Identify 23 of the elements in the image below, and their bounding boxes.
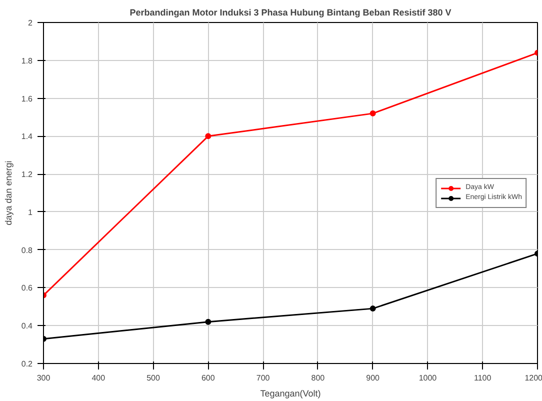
- y-tick-label: 0.2: [21, 360, 34, 368]
- y-tick-label: 0.6: [21, 284, 34, 293]
- chart-title: Perbandingan Motor Induksi 3 Phasa Hubung Bintang Beban Resistif 380 V: [130, 8, 452, 18]
- x-tick-label: 1000: [418, 374, 438, 382]
- x-tick-label: 300: [36, 374, 51, 382]
- x-tick-label: 1200: [524, 374, 542, 382]
- x-tick-label: 700: [256, 374, 270, 382]
- y-tick-label: 1: [28, 208, 34, 217]
- x-tick-label: 1100: [474, 374, 492, 382]
- y-tick-label: 1.4: [21, 132, 34, 142]
- y-tick-label: 1.2: [21, 170, 34, 180]
- x-tick-label: 900: [366, 374, 380, 382]
- x-tick-label: 600: [201, 374, 216, 382]
- y-tick-label: 2: [28, 18, 34, 28]
- y-tick-label: 0.8: [21, 246, 34, 255]
- y-tick-label: 1.6: [21, 94, 34, 104]
- x-tick-label: 500: [146, 374, 160, 382]
- y-tick-label: 1.8: [21, 56, 34, 66]
- y-tick-label: 0.4: [21, 322, 34, 331]
- x-tick-label: 800: [311, 374, 326, 382]
- x-tick-label: 400: [92, 374, 106, 382]
- x-axis-title: Tegangan(Volt): [260, 388, 321, 398]
- y-axis-title: daya dan energi: [3, 160, 14, 226]
